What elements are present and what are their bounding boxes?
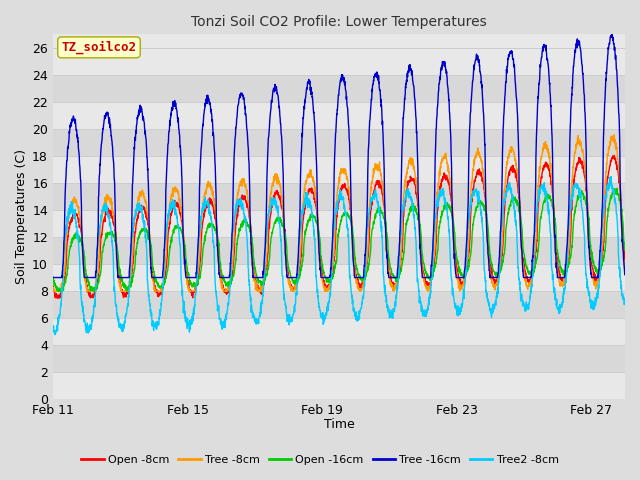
Line: Tree -16cm: Tree -16cm — [53, 35, 625, 277]
Tree -16cm — [621, 271, 629, 277]
Tree2 -8cm — [173, 211, 180, 216]
Open -16cm — [364, 268, 371, 274]
Bar — [53, 291, 625, 318]
Line: Tree -8cm: Tree -8cm — [53, 135, 625, 291]
Bar — [53, 318, 625, 345]
Tree -16cm — [221, 275, 228, 280]
Tree2 -8cm — [94, 238, 102, 244]
Tree -8cm — [173, 189, 180, 194]
Bar — [53, 102, 625, 129]
Tree2 -8cm — [51, 332, 59, 337]
Open -8cm — [53, 295, 61, 300]
Open -8cm — [500, 218, 508, 224]
X-axis label: Time: Time — [324, 419, 355, 432]
Tree -8cm — [49, 285, 57, 291]
Tree -8cm — [94, 270, 102, 276]
Open -8cm — [364, 255, 371, 261]
Open -16cm — [613, 185, 621, 191]
Tree -16cm — [94, 232, 102, 238]
Bar — [53, 237, 625, 264]
Open -8cm — [621, 260, 629, 265]
Bar — [53, 210, 625, 237]
Y-axis label: Soil Temperatures (C): Soil Temperatures (C) — [15, 149, 28, 284]
Tree2 -8cm — [500, 197, 508, 203]
Tree -16cm — [608, 32, 616, 37]
Tree2 -8cm — [607, 174, 615, 180]
Tree2 -8cm — [165, 212, 173, 218]
Text: TZ_soilco2: TZ_soilco2 — [61, 41, 136, 54]
Bar — [53, 48, 625, 75]
Open -8cm — [49, 285, 57, 290]
Open -16cm — [221, 279, 229, 285]
Open -16cm — [621, 245, 629, 251]
Tree -16cm — [173, 106, 180, 111]
Tree2 -8cm — [221, 325, 229, 331]
Tree -8cm — [611, 132, 618, 138]
Line: Open -16cm: Open -16cm — [53, 188, 625, 291]
Tree -8cm — [364, 250, 371, 256]
Bar — [53, 264, 625, 291]
Bar — [53, 75, 625, 102]
Tree2 -8cm — [621, 299, 629, 304]
Open -8cm — [611, 153, 618, 158]
Open -16cm — [173, 225, 180, 230]
Tree -8cm — [165, 207, 173, 213]
Tree -8cm — [221, 288, 229, 294]
Open -8cm — [173, 203, 180, 208]
Tree2 -8cm — [364, 222, 371, 228]
Tree -16cm — [165, 129, 173, 134]
Open -16cm — [165, 252, 173, 258]
Bar — [53, 345, 625, 372]
Open -16cm — [49, 274, 57, 280]
Bar — [53, 129, 625, 156]
Open -8cm — [221, 289, 229, 295]
Open -16cm — [54, 288, 62, 294]
Tree -16cm — [49, 275, 57, 280]
Line: Open -8cm: Open -8cm — [53, 156, 625, 298]
Title: Tonzi Soil CO2 Profile: Lower Temperatures: Tonzi Soil CO2 Profile: Lower Temperatur… — [191, 15, 487, 29]
Tree -8cm — [50, 288, 58, 294]
Open -8cm — [165, 225, 173, 230]
Open -16cm — [94, 280, 102, 286]
Legend: Open -8cm, Tree -8cm, Open -16cm, Tree -16cm, Tree2 -8cm: Open -8cm, Tree -8cm, Open -16cm, Tree -… — [77, 451, 563, 469]
Open -16cm — [500, 252, 508, 258]
Tree -8cm — [500, 195, 508, 201]
Tree -16cm — [364, 197, 371, 203]
Tree -8cm — [621, 265, 629, 271]
Tree -16cm — [500, 114, 508, 120]
Bar — [53, 156, 625, 183]
Tree2 -8cm — [49, 328, 57, 334]
Open -8cm — [94, 274, 102, 279]
Bar — [53, 372, 625, 399]
Line: Tree2 -8cm: Tree2 -8cm — [53, 177, 625, 335]
Bar — [53, 183, 625, 210]
